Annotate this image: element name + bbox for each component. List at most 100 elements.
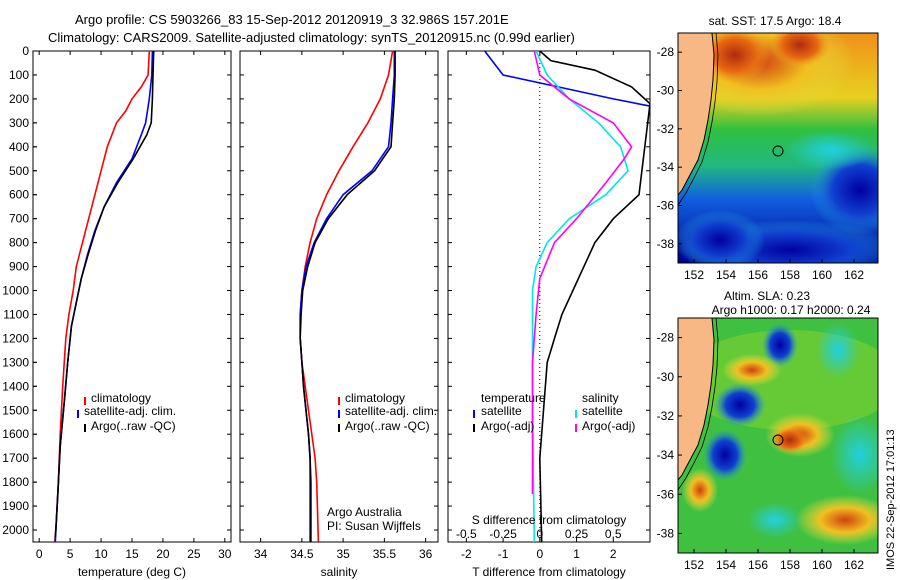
- legend-title-temperature: temperature: [481, 391, 546, 405]
- map-x-tick-label: 154: [716, 558, 736, 572]
- map-y-tick-label: -34: [657, 160, 675, 174]
- map-y-tick-label: -32: [657, 122, 675, 136]
- sla-map-coast: [677, 317, 715, 481]
- legend-label: satellite-adj. clim.: [84, 404, 176, 418]
- sla-map-argo-position: [772, 434, 784, 446]
- map-y-tick-label: -30: [657, 84, 675, 98]
- sla-map-isobath: [677, 317, 719, 491]
- series-line-argo: [299, 51, 396, 542]
- difference-legend: temperature salinity satellite Argo(-adj…: [473, 391, 635, 433]
- sst-map-title: sat. SST: 17.5 Argo: 18.4: [709, 14, 842, 28]
- map-x-tick-label: 154: [716, 268, 736, 282]
- difference-series: [484, 51, 650, 542]
- series-line-argo: [54, 51, 155, 538]
- map-x-tick-label: 162: [844, 268, 864, 282]
- y-tick-label: 1100: [3, 307, 29, 321]
- legend-label: climatology: [91, 391, 151, 405]
- x-tick-label: 15: [125, 547, 139, 561]
- sla-map-land: [678, 318, 714, 480]
- x-tick-label: 36: [419, 547, 433, 561]
- s-tick-label: 0: [536, 527, 543, 541]
- x-tick-label: 34.5: [290, 547, 314, 561]
- y-tick-label: 1800: [2, 475, 29, 489]
- legend-label: satellite-adj. clim.: [345, 404, 437, 418]
- map-x-tick-label: 160: [812, 558, 832, 572]
- difference-x-label: T difference from climatology: [472, 565, 626, 579]
- title-line-2: Climatology: CARS2009. Satellite-adjuste…: [48, 30, 575, 45]
- temperature-plot-frame: [32, 50, 232, 543]
- y-tick-label: 500: [9, 164, 29, 178]
- legend-title-salinity: salinity: [582, 391, 619, 405]
- y-tick-label: 100: [9, 68, 29, 82]
- legend-label: Argo(..raw -QC): [91, 419, 176, 433]
- x-tick-label: 0: [36, 547, 43, 561]
- temperature-x-label: temperature (deg C): [78, 565, 186, 579]
- map-y-tick-label: -38: [657, 237, 675, 251]
- depth-axis: 0 100 200 300 400 500 600 700 800 900 1000 1100 1200…: [2, 44, 37, 537]
- s-tick-label: -0.25: [489, 527, 517, 541]
- sst-map-land: [678, 33, 714, 195]
- y-tick-label: 0: [22, 44, 29, 58]
- y-tick-label: 1200: [2, 331, 29, 345]
- x-tick-label: 5: [67, 547, 74, 561]
- map-x-tick-label: 158: [780, 558, 800, 572]
- y-tick-label: 300: [9, 116, 29, 130]
- x-tick-label: 30: [218, 547, 232, 561]
- salinity-plot-frame: [239, 50, 439, 543]
- salinity-series: [299, 51, 396, 542]
- sla-map-axes: 152 154 156 158 160 162 -28 -30 -32 -34 -36 -38: [657, 331, 865, 572]
- x-tick-label: 35: [336, 547, 350, 561]
- map-y-tick-label: -30: [657, 370, 675, 384]
- x-tick-label: 35.5: [373, 547, 397, 561]
- difference-x-label-top: S difference from climatology: [472, 513, 627, 527]
- map-y-tick-label: -28: [657, 331, 675, 345]
- annotation-institution: Argo Australia: [327, 505, 402, 519]
- timestamp-stamp: IMOS 22-Sep-2012 17:01:13: [885, 429, 897, 570]
- y-tick-label: 1700: [2, 451, 29, 465]
- x-tick-label: 25: [187, 547, 201, 561]
- map-y-tick-label: -32: [657, 409, 675, 423]
- sla-map-title: Altim. SLA: 0.23: [724, 289, 810, 303]
- legend-label: Argo(-adj): [481, 419, 534, 433]
- sla-map-subtitle: Argo h1000: 0.17 h2000: 0.24: [712, 303, 871, 317]
- legend-label: satellite: [582, 404, 623, 418]
- sst-map-argo-position: [772, 145, 784, 157]
- y-tick-label: 700: [9, 212, 29, 226]
- series-line-climatology: [53, 51, 151, 542]
- legend-label: satellite: [481, 404, 522, 418]
- sla-map-frame: [677, 317, 879, 554]
- sst-map-frame: [677, 32, 879, 264]
- y-tick-label: 2000: [2, 523, 29, 537]
- map-x-tick-label: 156: [748, 558, 768, 572]
- y-tick-label: 200: [9, 92, 29, 106]
- x-tick-label: 10: [94, 547, 108, 561]
- y-tick-label: 1400: [2, 379, 29, 393]
- temperature-legend: climatology satellite-adj. clim. Argo(..…: [77, 391, 176, 433]
- difference-x-axis: -2 -1 0 1 2 -0.5 -0.25 0 0.25 0.5: [448, 50, 650, 561]
- temperature-series: [53, 51, 155, 542]
- y-tick-label: 400: [9, 140, 29, 154]
- annotation-pi: PI: Susan Wijffels: [327, 519, 421, 533]
- y-tick-label: 800: [9, 236, 29, 250]
- map-y-tick-label: -28: [657, 45, 675, 59]
- y-tick-label: 1300: [2, 355, 29, 369]
- y-tick-label: 1900: [2, 499, 29, 513]
- map-y-tick-label: -38: [657, 526, 675, 540]
- map-x-tick-label: 160: [812, 268, 832, 282]
- y-tick-label: 900: [9, 260, 29, 274]
- x-tick-label: 1: [573, 547, 580, 561]
- sst-map-coast: [677, 32, 715, 196]
- map-x-tick-label: 152: [684, 268, 704, 282]
- legend-label: Argo(-adj): [582, 419, 635, 433]
- s-tick-label: 0.25: [565, 527, 589, 541]
- series-line-argo: [538, 51, 650, 542]
- series-line-satellite: [54, 51, 154, 542]
- salinity-x-axis: 34 34.5 35 35.5 36: [240, 50, 438, 561]
- salinity-legend: climatology satellite-adj. clim. Argo(..…: [327, 391, 437, 533]
- legend-label: climatology: [345, 391, 405, 405]
- map-x-tick-label: 152: [684, 558, 704, 572]
- x-tick-label: 20: [156, 547, 170, 561]
- difference-plot-frame: [447, 50, 651, 543]
- legend-label: Argo(..raw -QC): [345, 419, 430, 433]
